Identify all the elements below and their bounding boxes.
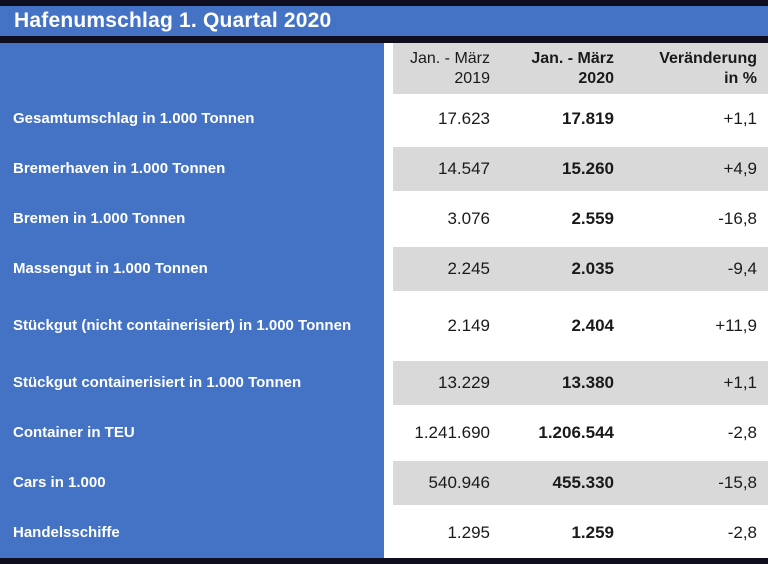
value-2020: 17.819 xyxy=(562,109,614,128)
column-header-change: Veränderung in % xyxy=(659,50,757,87)
column-gap xyxy=(384,458,393,508)
row-label: Stückgut (nicht containerisiert) in 1.00… xyxy=(0,294,384,358)
table-row: Bremerhaven in 1.000 Tonnen 14.547 15.26… xyxy=(0,144,768,194)
statistics-table: Jan. - März 2019 Jan. - März 2020 Veränd… xyxy=(0,43,768,558)
value-2020: 1.259 xyxy=(571,523,614,542)
value-2020: 15.260 xyxy=(562,159,614,178)
page-title: Hafenumschlag 1. Quartal 2020 xyxy=(14,9,332,32)
column-header-2020: Jan. - März 2020 xyxy=(531,50,614,87)
row-label: Stückgut containerisiert in 1.000 Tonnen xyxy=(0,358,384,408)
row-values: 2.245 2.035 -9,4 xyxy=(393,247,768,291)
table-row: Cars in 1.000 540.946 455.330 -15,8 xyxy=(0,458,768,508)
row-label: Bremerhaven in 1.000 Tonnen xyxy=(0,144,384,194)
value-change: -15,8 xyxy=(718,473,757,492)
table-row: Stückgut (nicht containerisiert) in 1.00… xyxy=(0,294,768,358)
column-gap xyxy=(384,294,393,358)
value-change: +11,9 xyxy=(715,316,757,335)
value-2019: 13.229 xyxy=(438,373,490,392)
row-values: 1.295 1.259 -2,8 xyxy=(393,508,768,558)
row-values: 540.946 455.330 -15,8 xyxy=(393,461,768,505)
column-gap xyxy=(384,358,393,408)
table-row: Handelsschiffe 1.295 1.259 -2,8 xyxy=(0,508,768,558)
column-gap xyxy=(384,408,393,458)
row-values: 1.241.690 1.206.544 -2,8 xyxy=(393,408,768,458)
column-gap xyxy=(384,508,393,558)
header-label-spacer xyxy=(0,43,384,94)
value-2020: 2.404 xyxy=(571,316,614,335)
column-gap xyxy=(384,144,393,194)
title-divider xyxy=(0,36,768,43)
row-values: 13.229 13.380 +1,1 xyxy=(393,361,768,405)
value-2019: 1.241.690 xyxy=(414,423,490,442)
value-2020: 2.559 xyxy=(571,209,614,228)
row-label: Cars in 1.000 xyxy=(0,458,384,508)
value-2020: 455.330 xyxy=(552,473,614,492)
top-border xyxy=(0,0,768,6)
value-2019: 2.149 xyxy=(447,316,490,335)
value-change: +1,1 xyxy=(723,109,757,128)
title-bar: Hafenumschlag 1. Quartal 2020 xyxy=(0,6,768,36)
row-values: 2.149 2.404 +11,9 xyxy=(393,294,768,358)
value-change: -9,4 xyxy=(727,259,757,278)
value-2019: 2.245 xyxy=(447,259,490,278)
row-label: Handelsschiffe xyxy=(0,508,384,558)
value-change: -2,8 xyxy=(727,423,757,442)
value-change: -2,8 xyxy=(727,523,757,542)
column-gap xyxy=(384,94,393,144)
value-2019: 3.076 xyxy=(447,209,490,228)
value-2019: 1.295 xyxy=(447,523,490,542)
table-row: Gesamtumschlag in 1.000 Tonnen 17.623 17… xyxy=(0,94,768,144)
value-2020: 13.380 xyxy=(562,373,614,392)
column-gap xyxy=(384,43,393,94)
value-2019: 17.623 xyxy=(438,109,490,128)
column-header-2019: Jan. - März 2019 xyxy=(409,50,490,87)
value-2019: 540.946 xyxy=(428,473,490,492)
value-2019: 14.547 xyxy=(438,159,490,178)
table-row: Stückgut containerisiert in 1.000 Tonnen… xyxy=(0,358,768,408)
row-values: 14.547 15.260 +4,9 xyxy=(393,147,768,191)
bottom-border xyxy=(0,558,768,564)
row-values: 17.623 17.819 +1,1 xyxy=(393,94,768,144)
row-label: Bremen in 1.000 Tonnen xyxy=(0,194,384,244)
table-header-row: Jan. - März 2019 Jan. - März 2020 Veränd… xyxy=(0,43,768,94)
column-gap xyxy=(384,244,393,294)
table-row: Massengut in 1.000 Tonnen 2.245 2.035 -9… xyxy=(0,244,768,294)
row-label: Gesamtumschlag in 1.000 Tonnen xyxy=(0,94,384,144)
column-gap xyxy=(384,194,393,244)
table-row: Bremen in 1.000 Tonnen 3.076 2.559 -16,8 xyxy=(0,194,768,244)
value-change: +1,1 xyxy=(723,373,757,392)
table-row: Container in TEU 1.241.690 1.206.544 -2,… xyxy=(0,408,768,458)
row-label: Container in TEU xyxy=(0,408,384,458)
row-label: Massengut in 1.000 Tonnen xyxy=(0,244,384,294)
value-change: -16,8 xyxy=(718,209,757,228)
value-change: +4,9 xyxy=(723,159,757,178)
row-values: 3.076 2.559 -16,8 xyxy=(393,194,768,244)
header-values: Jan. - März 2019 Jan. - März 2020 Veränd… xyxy=(393,43,768,94)
value-2020: 2.035 xyxy=(571,259,614,278)
value-2020: 1.206.544 xyxy=(538,423,614,442)
